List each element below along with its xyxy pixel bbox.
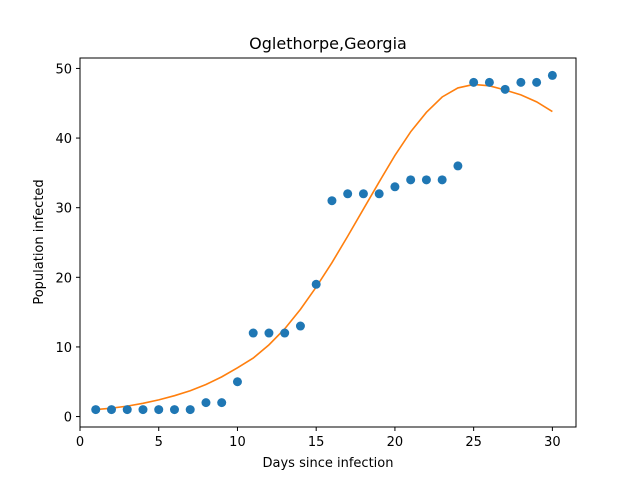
plot-frame [79,57,577,428]
data-point [280,328,290,338]
data-point [343,189,353,199]
data-point [532,77,542,87]
data-point [484,77,494,87]
data-point [106,405,116,415]
data-point [169,405,179,415]
data-point [138,405,148,415]
data-point [91,405,101,415]
data-point [358,189,368,199]
y-axis-label: Population infected [32,179,47,304]
data-point [185,405,195,415]
chart-title: Oglethorpe,Georgia [249,34,407,53]
x-tick-label: 25 [465,435,482,450]
y-tick-label: 10 [55,341,72,356]
data-point [154,405,164,415]
y-tick-label: 40 [55,132,72,147]
data-point [295,321,305,331]
plot-area [91,70,557,415]
y-axis: 0 10 20 30 40 50 [55,62,80,426]
y-tick-label: 0 [64,411,72,426]
data-point [232,377,242,387]
data-point [406,175,416,185]
data-point [500,84,510,94]
x-axis-label: Days since infection [263,456,394,471]
data-point [327,196,337,206]
x-tick-label: 30 [544,435,561,450]
y-tick-label: 30 [55,202,72,217]
data-point [390,182,400,192]
fit-curve [95,83,553,411]
data-point [453,161,463,171]
x-tick-label: 5 [155,435,163,450]
y-tick-label: 20 [55,271,72,286]
data-point [516,77,526,87]
data-point [248,328,258,338]
data-point [437,175,447,185]
x-tick-label: 0 [76,435,84,450]
x-tick-label: 20 [387,435,404,450]
x-tick-label: 15 [308,435,325,450]
data-point [311,279,321,289]
data-point [217,398,227,408]
data-point [264,328,274,338]
data-point [201,398,211,408]
data-point [469,77,479,87]
x-tick-label: 10 [229,435,246,450]
data-point [122,405,132,415]
data-point [421,175,431,185]
x-axis: 0 5 10 15 20 25 30 [76,427,561,450]
y-tick-label: 50 [55,62,72,77]
data-point [547,70,557,80]
data-point [374,189,384,199]
